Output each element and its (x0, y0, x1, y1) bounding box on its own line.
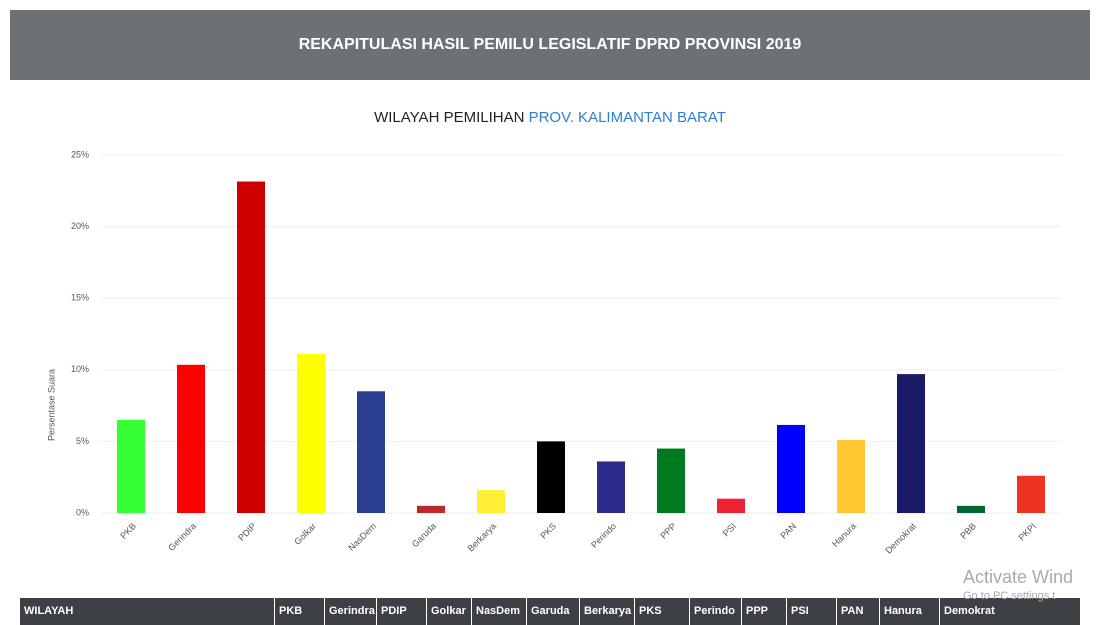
bar (297, 354, 325, 513)
table-header-cell: PSI (786, 598, 809, 625)
y-tick-label: 20% (71, 221, 89, 231)
table-header-cell: PDIP (376, 598, 407, 625)
bar (657, 448, 685, 513)
bar (117, 419, 145, 513)
y-axis-label: Persentase Suara (46, 369, 56, 441)
y-tick-label: 15% (71, 293, 89, 303)
table-header-cell: NasDem (471, 598, 520, 625)
y-tick-label: 0% (76, 507, 89, 517)
table-header-cell: PKS (634, 598, 662, 625)
x-tick-label: Gerindra (166, 521, 198, 553)
bar (717, 498, 745, 513)
x-tick-label: PKS (538, 521, 558, 541)
bar (837, 439, 865, 513)
watermark: Activate Wind (963, 567, 1074, 587)
bar (357, 391, 385, 513)
bar (597, 461, 625, 513)
bar (957, 505, 985, 513)
bar (177, 364, 205, 513)
table-header-cell: PAN (836, 598, 863, 625)
bar (1017, 475, 1045, 513)
table-header-cell: PPP (741, 598, 768, 625)
bar (477, 490, 505, 513)
x-tick-label: NasDem (346, 521, 378, 553)
y-tick-label: 10% (71, 364, 89, 374)
x-tick-label: Golkar (292, 521, 318, 547)
table-header-cell: Hanura (879, 598, 922, 625)
chart-title: WILAYAH PEMILIHAN PROV. KALIMANTAN BARAT (374, 109, 726, 126)
x-tick-label: PBB (958, 521, 978, 541)
watermark: Go to PC settings t (963, 590, 1056, 602)
x-tick-label: PPP (658, 521, 678, 541)
x-tick-label: PKB (118, 521, 138, 541)
x-tick-label: PKPI (1017, 521, 1039, 543)
x-tick-label: Hanura (830, 521, 858, 549)
x-tick-label: Demokrat (883, 521, 918, 556)
x-tick-label: PSI (721, 521, 738, 538)
bar (417, 505, 445, 513)
x-tick-label: PDIP (236, 521, 258, 543)
bar (897, 374, 925, 513)
table-header-cell: Golkar (426, 598, 466, 625)
x-tick-label: PAN (778, 521, 798, 541)
bar (537, 441, 565, 513)
x-tick-label: Berkarya (466, 521, 499, 554)
header-title: REKAPITULASI HASIL PEMILU LEGISLATIF DPR… (10, 10, 1090, 80)
table-header-cell: Berkarya (579, 598, 631, 625)
y-tick-label: 5% (76, 436, 89, 446)
table-header-cell: Perindo (689, 598, 735, 625)
table-header-cell: Gerindra (324, 598, 375, 625)
table-header-cell: Demokrat (939, 598, 995, 625)
table-header-cell: WILAYAH (24, 605, 74, 617)
table-header-cell: Garuda (526, 598, 570, 625)
title-highlight: PROV. KALIMANTAN BARAT (529, 109, 726, 126)
title: WILAYAH PEMILIHAN (374, 109, 528, 126)
table-header-cell: PKB (274, 598, 302, 625)
y-tick-label: 25% (71, 149, 89, 159)
x-tick-label: Perindo (589, 521, 618, 550)
bar (237, 181, 265, 513)
table-header: WILAYAH PKB Gerindra PDIP Golkar NasDem Garuda… (20, 598, 1080, 625)
bar (777, 424, 805, 513)
x-tick-label: Garuda (410, 521, 438, 549)
chart: WILAYAH PEMILIHAN PROV. KALIMANTAN BARAT… (46, 109, 1061, 556)
